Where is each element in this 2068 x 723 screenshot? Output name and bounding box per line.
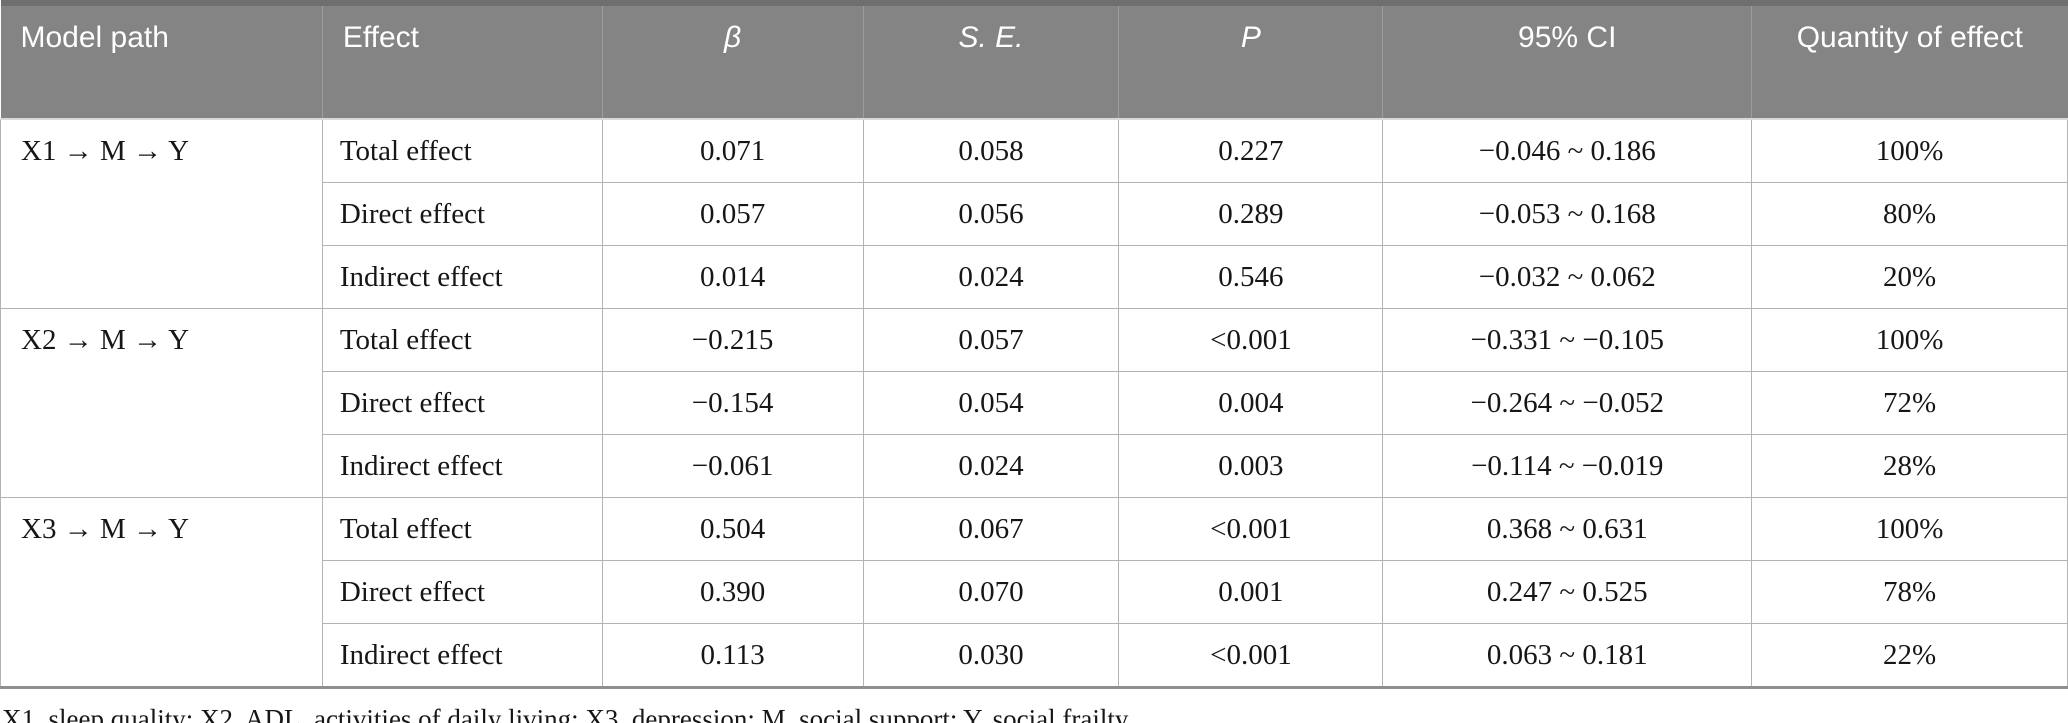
cell-effect: Indirect effect bbox=[321, 434, 603, 498]
cell-ci: 0.368 ~ 0.631 bbox=[1382, 497, 1753, 561]
cell-effect: Total effect bbox=[321, 118, 603, 183]
cell-quantity: 100% bbox=[1751, 308, 2068, 372]
cell-ci: 0.247 ~ 0.525 bbox=[1382, 560, 1753, 624]
cell-p: <0.001 bbox=[1118, 497, 1384, 561]
table-row: Indirect effect 0.014 0.024 0.546 −0.032… bbox=[1, 245, 2068, 309]
cell-quantity: 22% bbox=[1751, 623, 2068, 688]
table-row: Indirect effect −0.061 0.024 0.003 −0.11… bbox=[1, 434, 2068, 498]
mediation-effects-table: Model path Effect β S. E. P 95% CI Quant… bbox=[0, 0, 2068, 689]
cell-beta: 0.014 bbox=[601, 245, 864, 309]
cell-beta: −0.154 bbox=[601, 371, 864, 435]
cell-quantity: 100% bbox=[1751, 118, 2068, 183]
cell-ci: −0.046 ~ 0.186 bbox=[1382, 118, 1753, 183]
cell-effect: Total effect bbox=[321, 308, 603, 372]
cell-model-path: X1 → M → Y bbox=[0, 118, 323, 309]
cell-model-path: X2 → M → Y bbox=[0, 308, 323, 498]
cell-beta: −0.215 bbox=[601, 308, 864, 372]
cell-se: 0.030 bbox=[862, 623, 1120, 688]
table-body: X1 → M → Y Total effect 0.071 0.058 0.22… bbox=[0, 118, 2068, 688]
col-header-standard-error: S. E. bbox=[862, 3, 1120, 120]
col-header-p-value: P bbox=[1118, 3, 1384, 120]
cell-quantity: 78% bbox=[1751, 560, 2068, 624]
cell-ci: −0.114 ~ −0.019 bbox=[1382, 434, 1753, 498]
cell-beta: 0.057 bbox=[601, 182, 864, 246]
cell-beta: 0.113 bbox=[601, 623, 864, 688]
col-header-quantity-of-effect: Quantity of effect bbox=[1751, 3, 2068, 120]
cell-se: 0.054 bbox=[862, 371, 1120, 435]
table-row: Direct effect 0.057 0.056 0.289 −0.053 ~… bbox=[1, 182, 2068, 246]
cell-effect: Indirect effect bbox=[321, 623, 603, 688]
cell-effect: Direct effect bbox=[321, 371, 603, 435]
cell-ci: −0.032 ~ 0.062 bbox=[1382, 245, 1753, 309]
cell-quantity: 28% bbox=[1751, 434, 2068, 498]
cell-ci: −0.053 ~ 0.168 bbox=[1382, 182, 1753, 246]
cell-ci: −0.331 ~ −0.105 bbox=[1382, 308, 1753, 372]
table-footnote: X1, sleep quality; X2, ADL, activities o… bbox=[2, 704, 1134, 723]
cell-quantity: 72% bbox=[1751, 371, 2068, 435]
cell-se: 0.057 bbox=[862, 308, 1120, 372]
cell-se: 0.024 bbox=[862, 434, 1120, 498]
cell-quantity: 20% bbox=[1751, 245, 2068, 309]
cell-se: 0.024 bbox=[862, 245, 1120, 309]
cell-quantity: 80% bbox=[1751, 182, 2068, 246]
table-row: X3 → M → Y Total effect 0.504 0.067 <0.0… bbox=[0, 497, 2068, 688]
table-header: Model path Effect β S. E. P 95% CI Quant… bbox=[0, 3, 2068, 120]
cell-se: 0.056 bbox=[862, 182, 1120, 246]
cell-quantity: 100% bbox=[1751, 497, 2068, 561]
cell-se: 0.058 bbox=[862, 118, 1120, 183]
cell-model-path: X3 → M → Y bbox=[0, 497, 323, 688]
cell-p: <0.001 bbox=[1118, 623, 1384, 688]
cell-effect: Indirect effect bbox=[321, 245, 603, 309]
cell-effect: Total effect bbox=[321, 497, 603, 561]
cell-p: 0.546 bbox=[1118, 245, 1384, 309]
cell-p: 0.001 bbox=[1118, 560, 1384, 624]
cell-p: 0.289 bbox=[1118, 182, 1384, 246]
cell-p: 0.004 bbox=[1118, 371, 1384, 435]
cell-effect: Direct effect bbox=[321, 182, 603, 246]
col-header-effect: Effect bbox=[321, 3, 603, 120]
cell-se: 0.070 bbox=[862, 560, 1120, 624]
table-row: X1 → M → Y Total effect 0.071 0.058 0.22… bbox=[0, 118, 2068, 309]
cell-ci: −0.264 ~ −0.052 bbox=[1382, 371, 1753, 435]
col-header-confidence-interval: 95% CI bbox=[1382, 3, 1753, 120]
col-header-model-path: Model path bbox=[0, 3, 323, 120]
col-header-beta: β bbox=[601, 3, 864, 120]
cell-beta: 0.390 bbox=[601, 560, 864, 624]
cell-beta: −0.061 bbox=[601, 434, 864, 498]
cell-p: 0.227 bbox=[1118, 118, 1384, 183]
table-row: Indirect effect 0.113 0.030 <0.001 0.063… bbox=[1, 623, 2068, 688]
cell-p: 0.003 bbox=[1118, 434, 1384, 498]
table-row: X2 → M → Y Total effect −0.215 0.057 <0.… bbox=[0, 308, 2068, 498]
cell-effect: Direct effect bbox=[321, 560, 603, 624]
cell-beta: 0.504 bbox=[601, 497, 864, 561]
table-row: Direct effect 0.390 0.070 0.001 0.247 ~ … bbox=[1, 560, 2068, 624]
cell-p: <0.001 bbox=[1118, 308, 1384, 372]
cell-se: 0.067 bbox=[862, 497, 1120, 561]
cell-beta: 0.071 bbox=[601, 118, 864, 183]
header-row: Model path Effect β S. E. P 95% CI Quant… bbox=[0, 3, 2068, 120]
cell-ci: 0.063 ~ 0.181 bbox=[1382, 623, 1753, 688]
